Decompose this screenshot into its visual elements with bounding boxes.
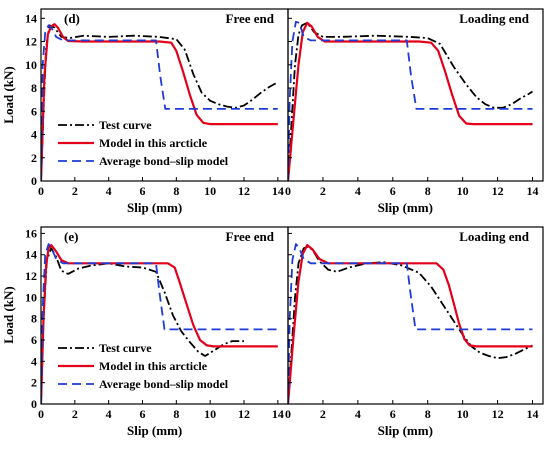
series-line xyxy=(288,243,533,404)
y-tick-label: 6 xyxy=(31,104,37,118)
x-tick-label: 4 xyxy=(106,184,112,198)
legend-label: Average bond–slip model xyxy=(99,154,229,168)
legend: Test curve Model in this arcticle Average … xyxy=(58,341,229,391)
x-axis-title: Slip (mm) xyxy=(378,423,433,438)
x-tick-label: 14 xyxy=(272,184,284,198)
x-tick-label: 14 xyxy=(527,407,539,421)
plot-frame xyxy=(287,8,544,182)
panel-label: (e) xyxy=(64,229,78,244)
x-tick-label: 6 xyxy=(140,407,146,421)
y-tick-label: 10 xyxy=(25,290,37,304)
x-axis-title: Slip (mm) xyxy=(127,200,182,215)
y-tick-label: 14 xyxy=(25,248,37,262)
x-tick-label: 6 xyxy=(390,407,396,421)
x-tick-label: 14 xyxy=(272,407,284,421)
subplot-loading-end: 0 2 4 6 8 10 12 14 Slip (mm) Loading end xyxy=(285,226,544,438)
panel-label: (d) xyxy=(64,11,80,26)
x-tick-label: 14 xyxy=(527,184,539,198)
subplot-title: Loading end xyxy=(459,229,529,244)
x-tick-label: 8 xyxy=(425,407,431,421)
y-tick-label: 4 xyxy=(31,354,37,368)
y-tick-label: 0 xyxy=(31,397,37,411)
series-line xyxy=(288,244,533,404)
x-tick-label: 4 xyxy=(106,407,112,421)
legend: Test curve Model in this arcticle Average … xyxy=(58,118,229,168)
legend-label: Model in this arcticle xyxy=(99,359,208,373)
legend-label: Average bond–slip model xyxy=(99,377,229,391)
subplot-title: Free end xyxy=(226,229,275,244)
y-axis-title: Load (kN) xyxy=(1,66,16,123)
x-tick-label: 12 xyxy=(238,184,250,198)
x-tick-label: 6 xyxy=(390,184,396,198)
x-tick-label: 10 xyxy=(204,184,216,198)
plot-frame xyxy=(287,226,544,405)
x-tick-label: 4 xyxy=(355,407,361,421)
subplot-title: Loading end xyxy=(459,11,529,26)
y-axis-title: Load (kN) xyxy=(1,286,16,343)
y-tick-label: 2 xyxy=(31,151,37,165)
subplot-title: Free end xyxy=(226,11,275,26)
series-line xyxy=(288,245,533,404)
x-tick-label: 8 xyxy=(425,184,431,198)
series-line xyxy=(288,22,533,181)
subplot-loading-end: 0 2 4 6 8 10 12 14 Slip (mm) Loading end xyxy=(285,8,544,215)
series-line xyxy=(41,247,244,404)
legend-label: Test curve xyxy=(99,341,152,355)
y-tick-label: 12 xyxy=(25,35,37,49)
x-axis-title: Slip (mm) xyxy=(378,200,433,215)
y-tick-label: 4 xyxy=(31,128,37,142)
legend-label: Test curve xyxy=(99,118,152,132)
series-line xyxy=(41,23,278,181)
x-tick-label: 0 xyxy=(38,407,44,421)
y-tick-label: 10 xyxy=(25,58,37,72)
x-tick-label: 0 xyxy=(285,184,291,198)
y-tick-label: 2 xyxy=(31,376,37,390)
series-line xyxy=(288,21,533,181)
y-tick-label: 12 xyxy=(25,269,37,283)
x-tick-label: 10 xyxy=(457,184,469,198)
y-tick-label: 8 xyxy=(31,81,37,95)
series-line xyxy=(41,24,279,181)
series-line xyxy=(41,244,278,404)
x-tick-label: 2 xyxy=(72,407,78,421)
x-tick-label: 10 xyxy=(457,407,469,421)
x-tick-label: 0 xyxy=(38,184,44,198)
series-line xyxy=(41,243,278,404)
x-tick-label: 2 xyxy=(320,407,326,421)
series-line xyxy=(288,20,533,181)
x-tick-label: 2 xyxy=(320,184,326,198)
x-tick-label: 12 xyxy=(492,407,504,421)
x-tick-label: 0 xyxy=(285,407,291,421)
x-tick-label: 6 xyxy=(140,184,146,198)
x-axis-title: Slip (mm) xyxy=(127,423,182,438)
x-tick-label: 4 xyxy=(355,184,361,198)
y-tick-label: 16 xyxy=(25,226,37,240)
x-tick-label: 8 xyxy=(173,184,179,198)
y-tick-label: 6 xyxy=(31,333,37,347)
legend-label: Model in this arcticle xyxy=(99,136,208,150)
x-tick-label: 12 xyxy=(492,184,504,198)
series-line xyxy=(41,24,278,181)
x-tick-label: 2 xyxy=(72,184,78,198)
x-tick-label: 10 xyxy=(204,407,216,421)
y-tick-label: 14 xyxy=(25,11,37,25)
x-tick-label: 12 xyxy=(238,407,250,421)
y-tick-label: 0 xyxy=(31,174,37,188)
x-tick-label: 8 xyxy=(173,407,179,421)
y-tick-label: 8 xyxy=(31,312,37,326)
